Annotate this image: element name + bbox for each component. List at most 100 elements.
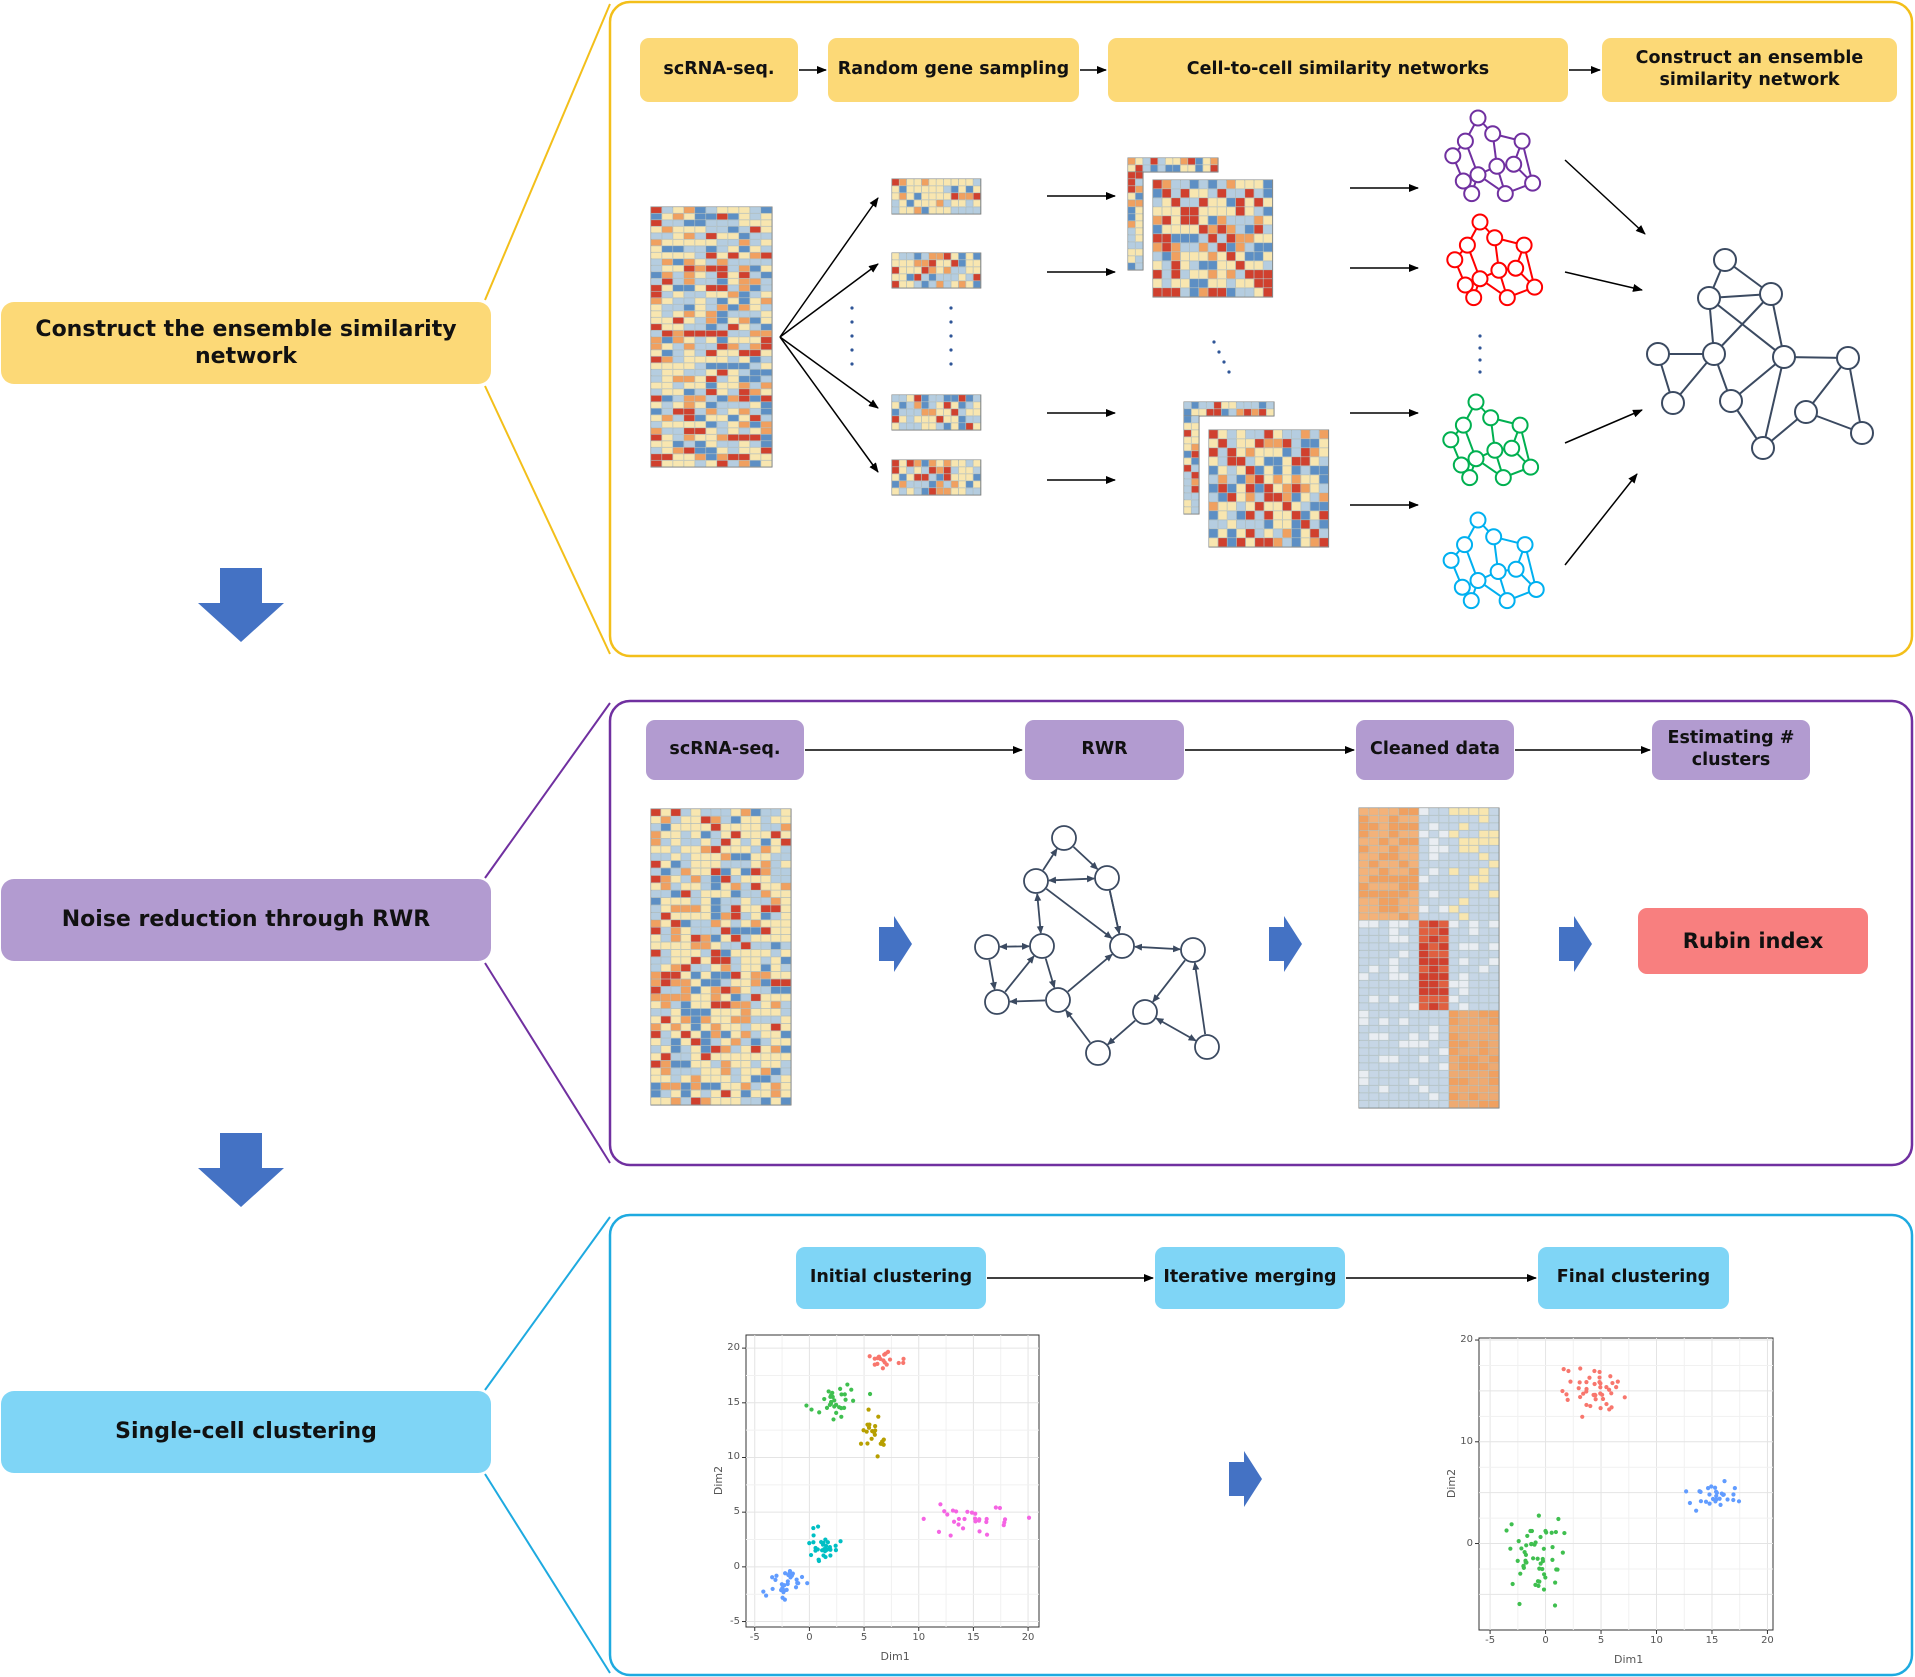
data-point bbox=[1607, 1407, 1612, 1412]
data-point bbox=[1598, 1385, 1603, 1390]
x-tick-label: 20 bbox=[1021, 1632, 1035, 1643]
data-point bbox=[984, 1519, 989, 1525]
down-arrow-icon bbox=[198, 568, 284, 642]
data-point bbox=[827, 1402, 832, 1407]
step-label: scRNA-seq. bbox=[669, 739, 781, 760]
data-point bbox=[887, 1357, 893, 1362]
data-point bbox=[1508, 1546, 1513, 1551]
data-point bbox=[875, 1356, 880, 1361]
data-point bbox=[782, 1583, 787, 1588]
data-point bbox=[1525, 1533, 1530, 1539]
data-point bbox=[1523, 1560, 1528, 1565]
data-point bbox=[773, 1577, 778, 1582]
data-point bbox=[804, 1403, 809, 1408]
y-tick-label: 20 bbox=[727, 1342, 740, 1354]
down-arrow-icon bbox=[198, 1133, 284, 1207]
data-point bbox=[811, 1533, 816, 1538]
data-point bbox=[1722, 1479, 1727, 1484]
ensemble-network-icon bbox=[1646, 248, 1874, 460]
x-tick-label: 0 bbox=[1542, 1635, 1549, 1646]
data-point bbox=[1518, 1571, 1523, 1576]
data-point bbox=[1707, 1501, 1712, 1506]
block-heatmap-icon bbox=[1358, 807, 1500, 1109]
data-point bbox=[1517, 1601, 1522, 1607]
step-similarity-networks: Cell-to-cell similarity networks bbox=[1108, 38, 1568, 102]
data-point bbox=[849, 1387, 854, 1392]
y-tick-label: 20 bbox=[1460, 1334, 1473, 1346]
data-point bbox=[1561, 1367, 1566, 1372]
similarity-matrix-icon bbox=[1183, 401, 1275, 417]
data-point bbox=[799, 1574, 805, 1580]
data-point bbox=[1555, 1567, 1560, 1572]
data-point bbox=[867, 1354, 872, 1359]
data-point bbox=[1587, 1375, 1592, 1380]
y-tick-label: 0 bbox=[1466, 1537, 1473, 1549]
data-point bbox=[872, 1362, 877, 1367]
data-point bbox=[1584, 1402, 1589, 1408]
data-point bbox=[1615, 1379, 1620, 1384]
data-point bbox=[1698, 1489, 1703, 1494]
step-final-clustering: Final clustering bbox=[1538, 1247, 1729, 1309]
data-point bbox=[1565, 1397, 1570, 1402]
data-point bbox=[1550, 1557, 1555, 1562]
sampled-heatmap-icon bbox=[891, 252, 982, 289]
data-point bbox=[896, 1360, 901, 1366]
stage-noise-reduction: Noise reduction through RWR bbox=[1, 879, 491, 961]
step-estimating-clusters: Estimating # clusters bbox=[1652, 720, 1810, 780]
data-point bbox=[867, 1391, 873, 1397]
data-point bbox=[1001, 1523, 1006, 1528]
data-point bbox=[809, 1407, 814, 1412]
data-point bbox=[1598, 1406, 1603, 1411]
data-point bbox=[817, 1410, 822, 1415]
similarity-matrix-icon bbox=[1127, 171, 1144, 271]
stage-label: Construct the ensemble similarity networ… bbox=[35, 316, 457, 370]
data-point bbox=[1608, 1374, 1613, 1379]
data-point bbox=[1562, 1530, 1567, 1536]
step-label: Initial clustering bbox=[809, 1267, 973, 1288]
data-point bbox=[1519, 1546, 1524, 1551]
data-point bbox=[811, 1540, 816, 1545]
data-point bbox=[770, 1586, 775, 1592]
data-point bbox=[780, 1595, 785, 1600]
data-point bbox=[805, 1581, 810, 1586]
scatter-plot bbox=[1475, 1337, 1774, 1634]
data-point bbox=[1516, 1539, 1521, 1544]
data-point bbox=[936, 1529, 942, 1534]
data-point bbox=[997, 1505, 1003, 1511]
data-point bbox=[808, 1552, 814, 1558]
result-rubin-index: Rubin index bbox=[1638, 908, 1868, 974]
data-point bbox=[1604, 1401, 1609, 1407]
data-point bbox=[942, 1509, 947, 1514]
data-point bbox=[763, 1593, 769, 1598]
data-point bbox=[1684, 1489, 1689, 1494]
data-point bbox=[823, 1537, 828, 1542]
data-point bbox=[843, 1397, 848, 1402]
data-point bbox=[1588, 1403, 1593, 1409]
y-tick-label: 10 bbox=[727, 1451, 740, 1463]
x-axis-label: Dim1 bbox=[880, 1650, 910, 1663]
data-point bbox=[1533, 1582, 1538, 1588]
graph-node bbox=[1109, 933, 1135, 959]
x-tick-label: 10 bbox=[912, 1632, 926, 1643]
data-point bbox=[1528, 1528, 1533, 1534]
graph-node bbox=[1194, 1034, 1220, 1060]
data-point bbox=[1592, 1381, 1597, 1387]
data-point bbox=[761, 1589, 766, 1594]
data-point bbox=[1600, 1396, 1606, 1402]
data-point bbox=[774, 1573, 779, 1578]
graph-node bbox=[1029, 933, 1055, 959]
data-point bbox=[1610, 1380, 1615, 1386]
data-point bbox=[832, 1404, 837, 1409]
data-point bbox=[969, 1510, 975, 1515]
data-point bbox=[823, 1543, 829, 1549]
data-point bbox=[965, 1509, 970, 1514]
data-point bbox=[1609, 1391, 1614, 1396]
data-point bbox=[1732, 1485, 1737, 1491]
step-label: Iterative merging bbox=[1163, 1267, 1337, 1288]
data-point bbox=[882, 1352, 887, 1357]
data-point bbox=[1598, 1381, 1603, 1386]
data-point bbox=[1593, 1397, 1598, 1402]
data-point bbox=[984, 1532, 990, 1537]
similarity-matrix-icon bbox=[1127, 157, 1219, 173]
data-point bbox=[828, 1553, 833, 1558]
